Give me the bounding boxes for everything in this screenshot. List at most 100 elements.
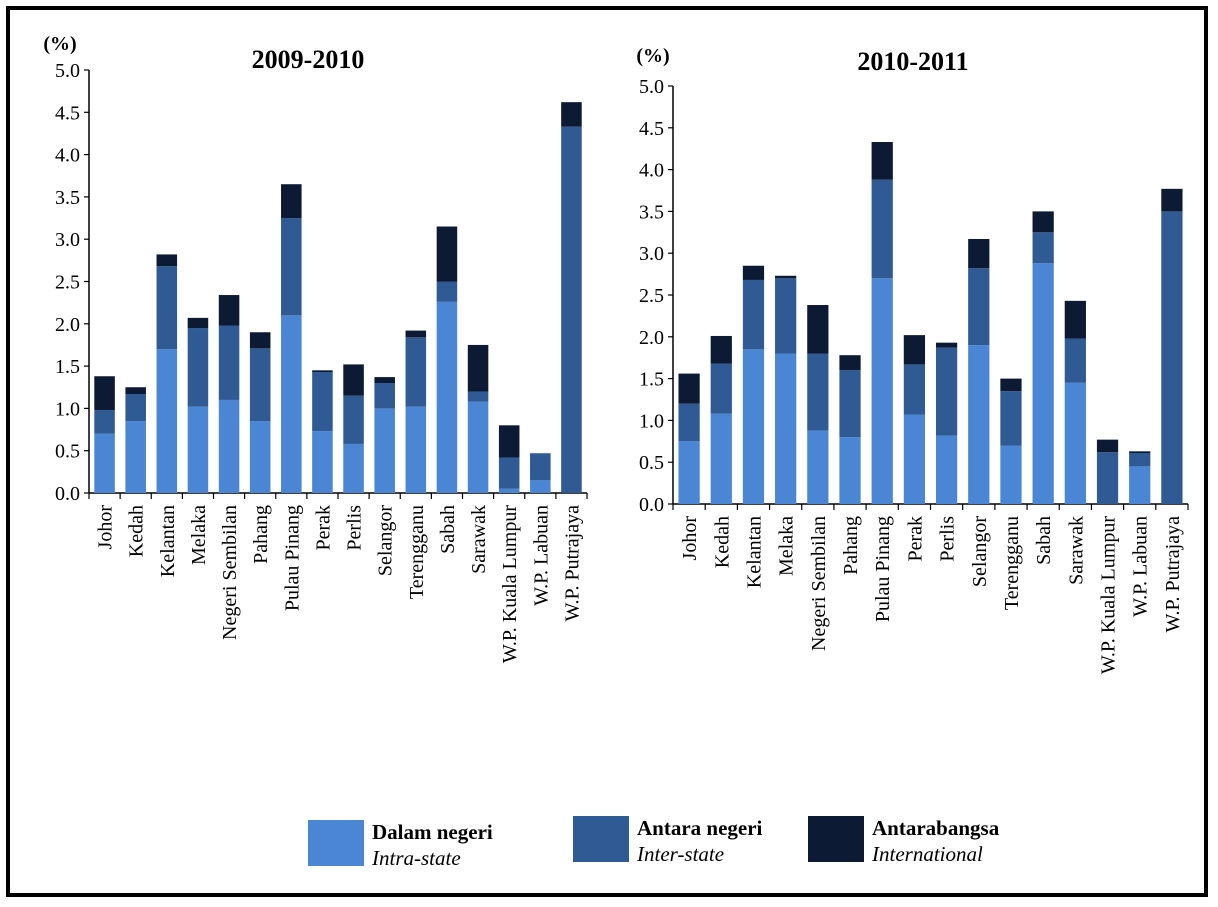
chart1-bar-kelantan-antarabangsa	[156, 254, 178, 267]
chart1-x-label-selangor: Selangor	[375, 505, 397, 576]
chart2-x-label-negeri-sembilan: Negeri Sembilan	[808, 516, 830, 651]
chart1-bar-w-p-kuala-lumpur-antarabangsa	[498, 425, 520, 458]
chart1-bar-melaka-antara-negeri	[187, 328, 209, 407]
chart1-bar-pulau-pinang-antarabangsa	[281, 184, 302, 219]
chart1-bar-melaka-dalam-negeri	[187, 406, 209, 493]
chart2-bar-perak-dalam-negeri	[903, 414, 926, 504]
chart1-bar-melaka-antarabangsa	[187, 317, 209, 329]
chart2-bar-sarawak-antarabangsa	[1064, 300, 1086, 339]
chart2-x-label-pahang: Pahang	[840, 516, 862, 575]
chart1-bar-sarawak-antara-negeri	[467, 391, 489, 402]
chart1-bar-johor-antara-negeri	[94, 410, 115, 434]
chart2-bar-pulau-pinang-dalam-negeri	[871, 278, 893, 504]
chart2-x-label-w-p-putrajaya: W.P. Putrajaya	[1162, 516, 1184, 633]
chart1-x-label-pulau-pinang: Pulau Pinang	[281, 505, 303, 611]
chart1-bar-sarawak-antarabangsa	[467, 344, 489, 392]
chart2-bar-perlis-antarabangsa	[935, 342, 958, 348]
chart1-bar-w-p-putrajaya-antara-negeri	[561, 126, 582, 493]
chart2-bar-pahang-antarabangsa	[839, 355, 861, 371]
chart2-bar-w-p-kuala-lumpur-antara-negeri	[1096, 452, 1119, 504]
chart2-y-tick-label: 1.0	[639, 410, 664, 432]
chart2-bar-negeri-sembilan-antara-negeri	[807, 353, 829, 431]
chart1-x-label-sarawak: Sarawak	[468, 505, 490, 574]
chart2-y-tick-label: 4.5	[639, 118, 664, 140]
chart1-y-tick-label: 2.5	[55, 272, 80, 294]
chart1-x-label-johor: Johor	[95, 505, 117, 550]
chart2-bar-kedah-dalam-negeri	[710, 413, 732, 504]
chart1-bar-w-p-labuan-antara-negeri	[530, 453, 551, 481]
chart1-x-label-w-p-labuan: W.P. Labuan	[530, 505, 552, 606]
legend-label-international: Antarabangsa	[872, 816, 1000, 840]
chart1-bar-pulau-pinang-antara-negeri	[281, 218, 302, 316]
chart1-bar-kelantan-dalam-negeri	[156, 349, 178, 493]
chart2-bar-terengganu-dalam-negeri	[1000, 445, 1022, 504]
chart2-y-unit-label: (%)	[636, 45, 669, 67]
chart1-y-tick-label: 5.0	[55, 60, 80, 82]
chart2-bar-melaka-antara-negeri	[775, 278, 797, 354]
chart2-bar-selangor-antarabangsa	[968, 238, 990, 269]
chart2-bar-w-p-labuan-dalam-negeri	[1129, 466, 1151, 504]
chart2-bar-selangor-antara-negeri	[968, 268, 990, 346]
chart1-bar-selangor-antarabangsa	[374, 377, 395, 384]
chart1-title: 2009-2010	[252, 45, 365, 74]
legend-sublabel-international: International	[872, 842, 983, 866]
chart2-bar-melaka-dalam-negeri	[775, 353, 797, 504]
chart2-bar-w-p-labuan-antarabangsa	[1129, 451, 1151, 454]
chart1-x-label-kelantan: Kelantan	[157, 505, 179, 577]
chart1-bar-johor-antarabangsa	[94, 376, 115, 411]
chart2-x-label-w-p-labuan: W.P. Labuan	[1130, 516, 1152, 617]
chart1-bar-pahang-antarabangsa	[249, 332, 271, 349]
chart2-x-label-johor: Johor	[679, 516, 701, 561]
chart1-y-tick-label: 3.0	[55, 229, 80, 251]
chart2-x-label-sabah: Sabah	[1033, 516, 1055, 565]
legend-swatch-international	[808, 816, 864, 862]
chart1-bar-perlis-antarabangsa	[343, 364, 364, 396]
chart2-y-tick-label: 2.5	[639, 285, 664, 307]
chart2-y-tick-label: 1.5	[639, 369, 664, 391]
chart1-bar-terengganu-antara-negeri	[405, 337, 427, 407]
legend-label-intra-state: Dalam negeri	[372, 820, 493, 844]
legend-swatch-inter-state	[573, 816, 629, 862]
chart2-bar-pahang-antara-negeri	[839, 370, 861, 438]
chart1-y-tick-label: 1.5	[55, 356, 80, 378]
chart2-bar-kelantan-dalam-negeri	[742, 349, 765, 504]
chart2-bar-terengganu-antarabangsa	[1000, 378, 1022, 392]
chart1-y-tick-label: 2.0	[55, 314, 80, 336]
chart1-bar-kedah-antarabangsa	[125, 387, 146, 395]
chart1-bar-pahang-antara-negeri	[249, 348, 271, 422]
chart1-bar-terengganu-antarabangsa	[405, 330, 427, 338]
chart1-bar-sabah-dalam-negeri	[436, 301, 458, 493]
chart1-bar-kelantan-antara-negeri	[156, 266, 178, 350]
chart2-bar-perak-antara-negeri	[903, 364, 926, 415]
chart1-bar-w-p-labuan-dalam-negeri	[530, 480, 551, 493]
chart1-bar-pulau-pinang-dalam-negeri	[281, 315, 302, 493]
chart1-y-tick-label: 4.0	[55, 145, 80, 167]
chart2-x-label-melaka: Melaka	[776, 516, 798, 576]
chart2-bar-w-p-putrajaya-antara-negeri	[1161, 211, 1183, 504]
chart2-y-tick-label: 0.0	[639, 494, 664, 516]
chart1-x-label-sabah: Sabah	[437, 505, 459, 554]
chart2-bar-terengganu-antara-negeri	[1000, 391, 1022, 446]
chart1-bar-sabah-antarabangsa	[436, 226, 458, 282]
chart2-bar-pahang-dalam-negeri	[839, 437, 861, 504]
chart2-bar-kelantan-antara-negeri	[742, 279, 765, 350]
chart1-bar-negeri-sembilan-antara-negeri	[218, 325, 240, 400]
chart1-x-label-terengganu: Terengganu	[406, 505, 428, 599]
chart2-bar-pulau-pinang-antara-negeri	[871, 179, 893, 279]
chart1-bar-perak-antarabangsa	[312, 370, 333, 373]
chart2-bar-selangor-dalam-negeri	[968, 345, 990, 504]
chart1-bar-negeri-sembilan-antarabangsa	[218, 295, 240, 326]
chart2-title: 2010-2011	[857, 47, 968, 76]
chart1-bar-perak-antara-negeri	[312, 372, 333, 432]
chart2-x-label-terengganu: Terengganu	[1001, 516, 1023, 610]
chart1-bar-kedah-antara-negeri	[125, 394, 146, 422]
chart2-x-label-pulau-pinang: Pulau Pinang	[872, 516, 894, 622]
chart1-bar-perlis-antara-negeri	[343, 395, 364, 444]
chart2-bar-perlis-antara-negeri	[935, 347, 958, 436]
chart2-x-label-kedah: Kedah	[711, 516, 733, 568]
chart2-bar-perak-antarabangsa	[903, 335, 926, 365]
chart2-bar-johor-dalam-negeri	[678, 441, 700, 504]
chart2-y-tick-label: 0.5	[639, 452, 664, 474]
chart1-x-label-negeri-sembilan: Negeri Sembilan	[219, 505, 241, 640]
figure-frame: 2009-2010 (%) 0.0 0.5 1.0 1.5 2.0 2.5 3.0 3.5 4.0 4…	[6, 6, 1208, 897]
